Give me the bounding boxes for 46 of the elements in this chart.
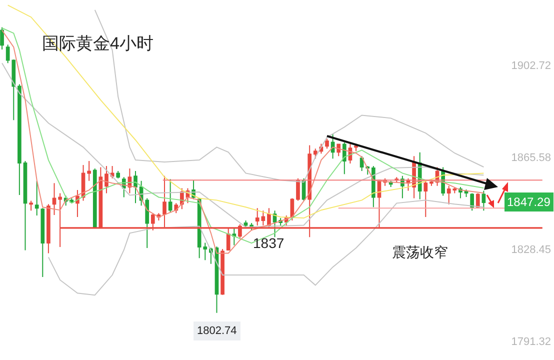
candlestick [325,138,329,150]
line-series [7,4,484,219]
candlestick [18,84,22,196]
candlestick [46,204,50,254]
y-tick-label: 1865.58 [511,152,551,164]
candlestick [40,208,45,278]
y-tick-label: 1902.72 [511,60,551,72]
candlestick [0,26,4,50]
candlestick [104,166,108,194]
candlestick [76,190,80,218]
candlestick [110,166,114,179]
candlestick [52,182,56,216]
line-series [48,200,484,296]
candlestick [366,166,370,176]
candlestick [87,160,91,182]
candlestick [134,170,138,204]
candlestick [354,143,358,152]
candlestick [272,210,277,238]
candlestick [34,180,39,216]
text: 1847.29 [507,195,551,209]
candlestick [482,190,486,212]
candlestick [174,202,178,214]
candlestick [29,200,33,212]
candlestick [145,198,150,249]
candlestick [232,227,236,246]
line-series [94,9,484,183]
candlestick [296,178,300,202]
candlestick [424,180,428,218]
candlestick [336,143,341,157]
candlestick [476,192,480,209]
candlestick [168,178,172,213]
y-tick-label: 1828.45 [511,244,551,256]
candlestick [244,220,248,228]
y-tick-label: 1791.32 [511,336,551,348]
candlestick [470,192,474,212]
candlestick [23,160,28,251]
line-series [2,62,484,228]
annotation: 1837 [253,235,284,251]
candlestick [330,133,335,160]
candlestick [116,170,120,179]
annotation: 震荡收窄 [392,244,448,260]
candlestick [92,168,97,228]
candlestick [430,179,434,186]
candlestick [313,148,318,160]
annotation: 1802.74 [197,325,237,337]
candlestick [220,248,224,296]
